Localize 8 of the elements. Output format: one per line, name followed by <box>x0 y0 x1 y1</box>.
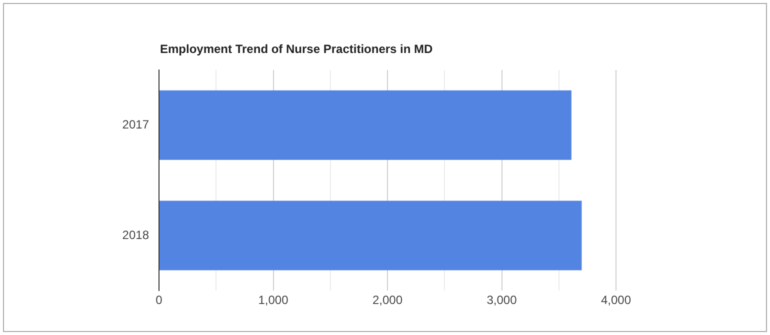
x-tick-label: 4,000 <box>600 293 632 308</box>
y-tick-label: 2018 <box>122 228 150 242</box>
x-tick-label: 0 <box>156 293 163 308</box>
chart-title: Employment Trend of Nurse Practitioners in MD <box>160 42 433 56</box>
x-tick-label: 1,000 <box>258 293 289 308</box>
x-tick-label: 2,000 <box>372 293 403 308</box>
x-tick-label: 3,000 <box>486 293 518 308</box>
y-tick-label: 2017 <box>122 117 150 132</box>
